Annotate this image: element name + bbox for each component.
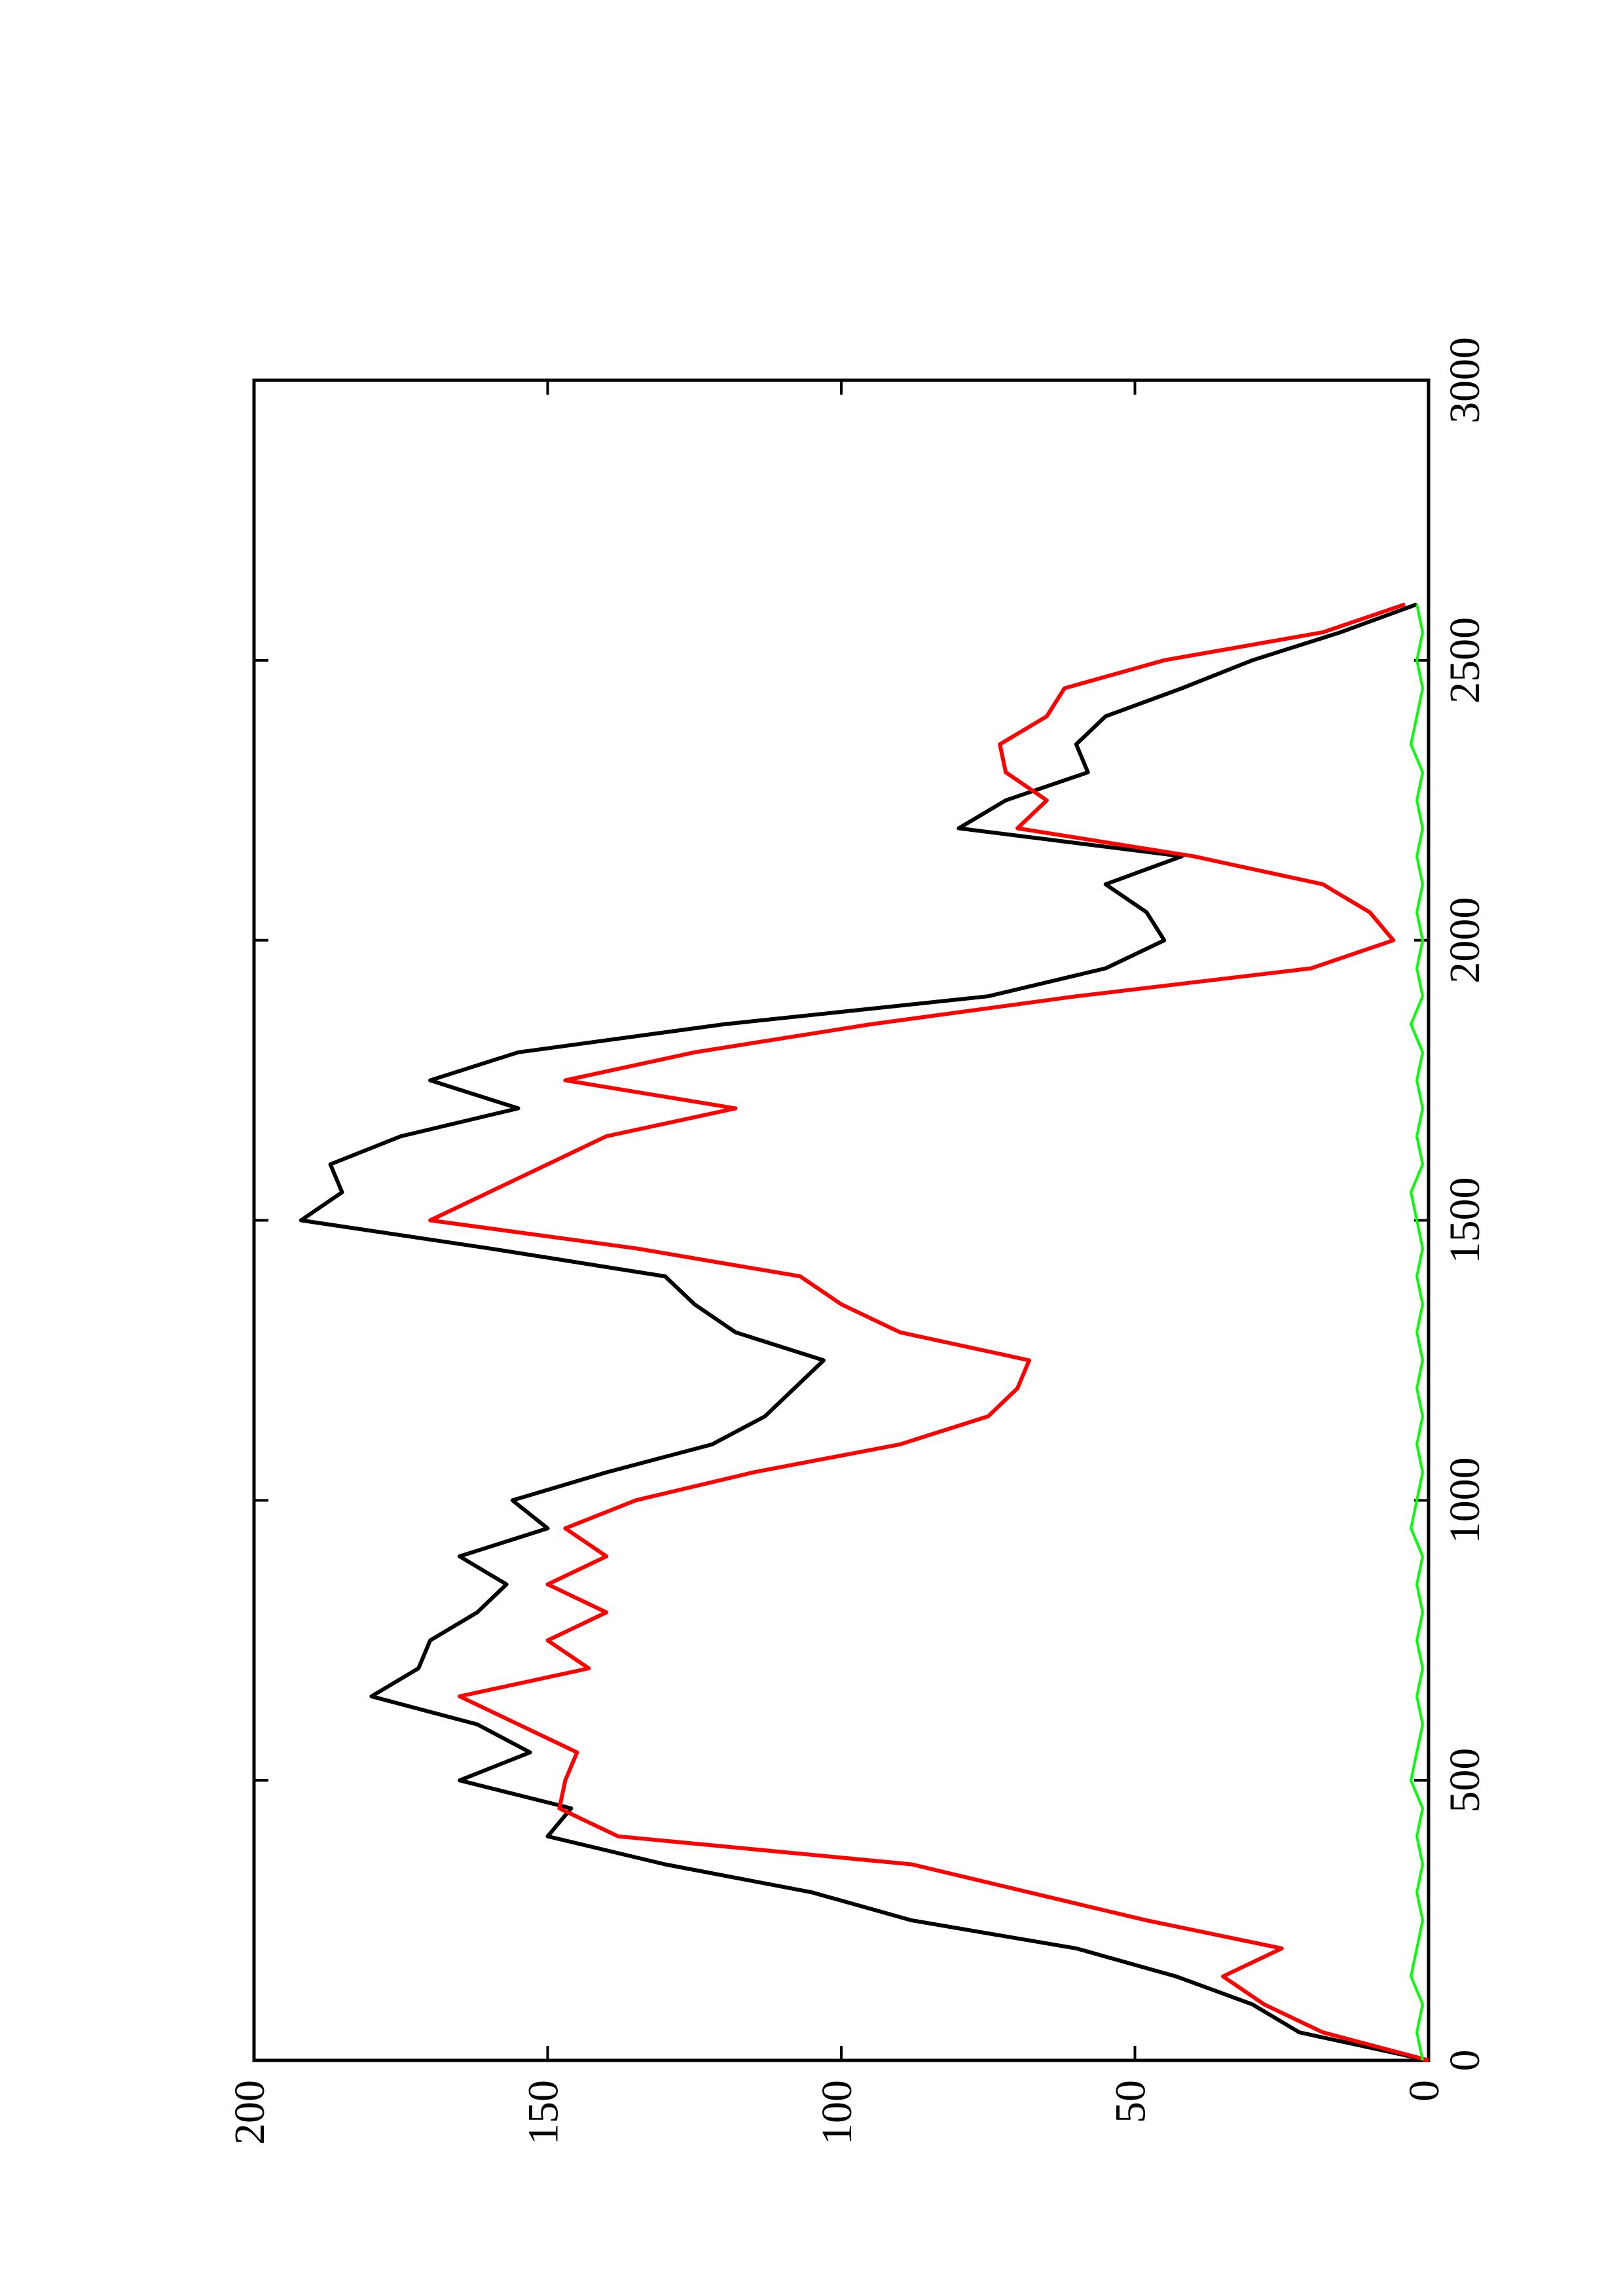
y-tick-label: 100 <box>813 2080 861 2145</box>
x-tick-label: 500 <box>1441 1748 1489 1813</box>
x-tick-label: 2500 <box>1441 617 1489 704</box>
y-tick-label: 150 <box>520 2080 568 2145</box>
x-tick-label: 0 <box>1441 2050 1489 2072</box>
x-tick-label: 1000 <box>1441 1457 1489 1543</box>
series-line <box>299 602 1429 2062</box>
y-tick-label: 50 <box>1107 2080 1155 2123</box>
series-line <box>428 602 1429 2062</box>
x-tick-label: 3000 <box>1441 337 1489 423</box>
x-tick-label: 1500 <box>1441 1177 1489 1264</box>
x-tick-label: 2000 <box>1441 897 1489 984</box>
y-tick-label: 0 <box>1400 2080 1448 2102</box>
series-line <box>1410 603 1424 2061</box>
y-tick-label: 200 <box>226 2080 274 2145</box>
